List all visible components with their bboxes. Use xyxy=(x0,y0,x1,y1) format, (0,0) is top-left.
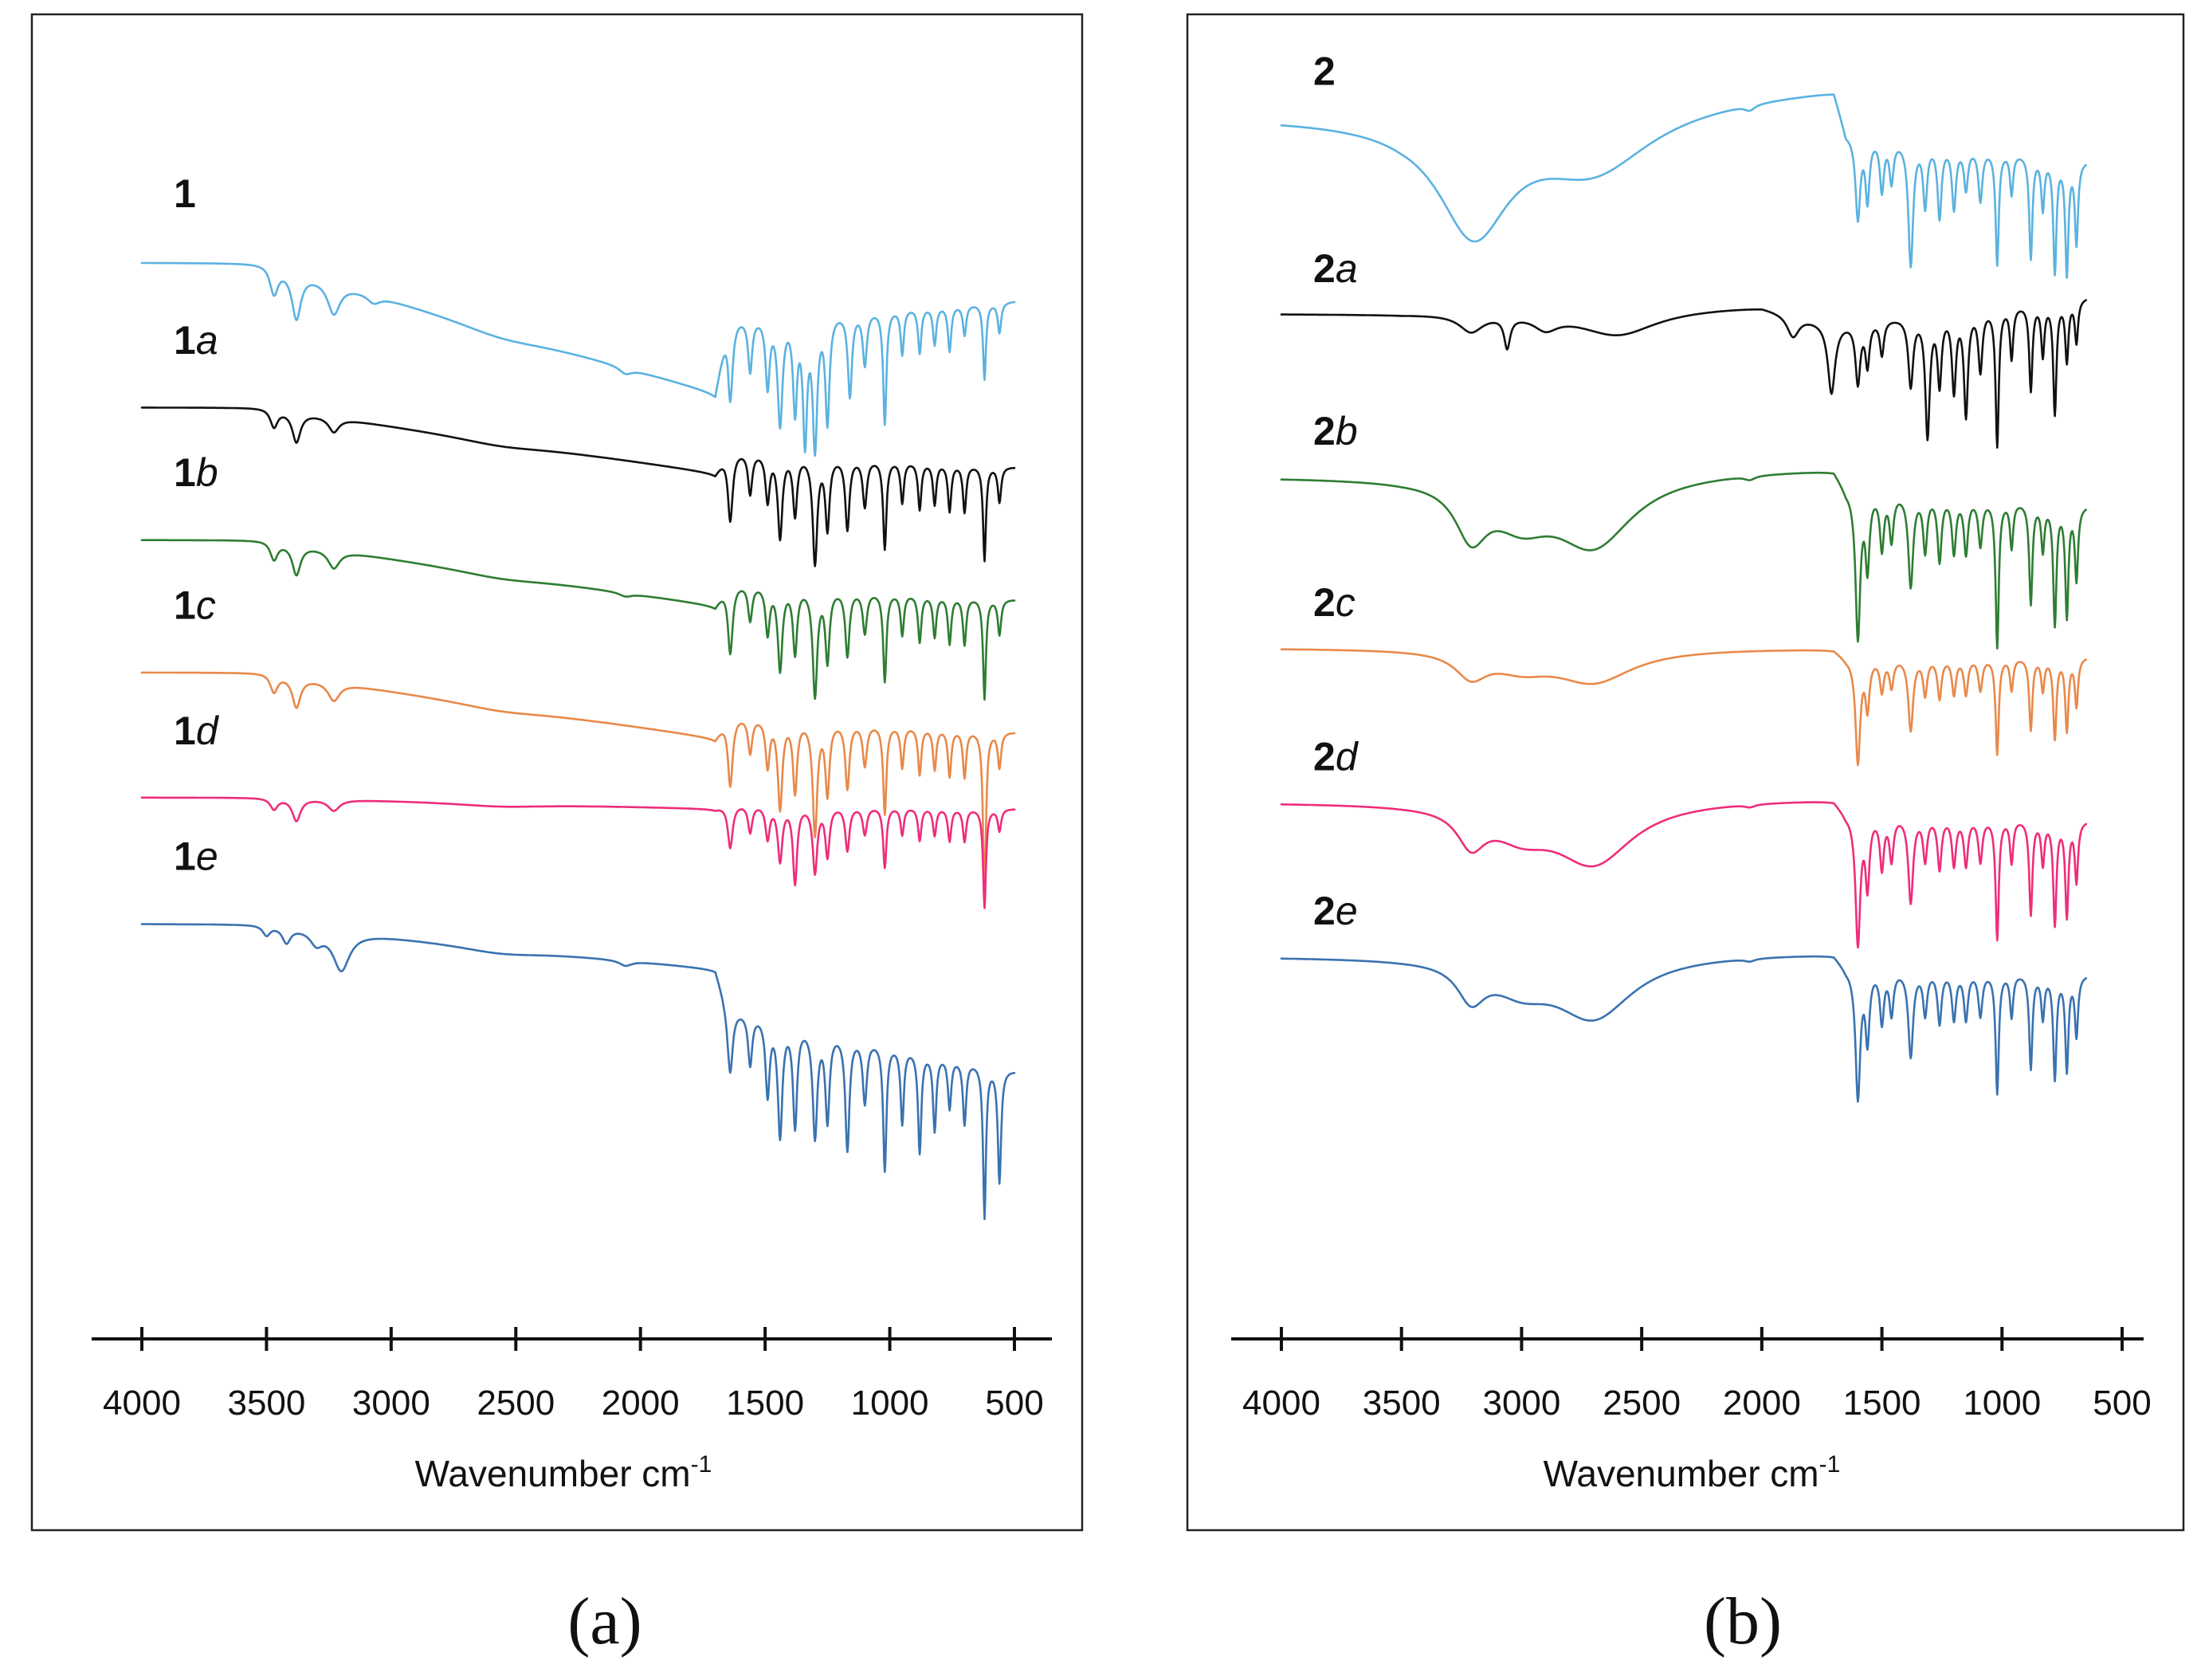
series-label-suffix: a xyxy=(1336,246,1358,291)
series-label-2e: 2e xyxy=(1313,889,1358,933)
trace-2a xyxy=(1280,299,2088,449)
series-label-1e: 1e xyxy=(174,834,218,878)
series-label-suffix: b xyxy=(1336,409,1358,453)
panel-b-x-axis-title: Wavenumber cm-1 xyxy=(1544,1451,1841,1494)
panel-b-tick-label-1500: 1500 xyxy=(1843,1384,1921,1423)
series-label-number: 2 xyxy=(1313,889,1336,933)
series-label-1b: 1b xyxy=(174,450,218,495)
panel-b-tick-label-3500: 3500 xyxy=(1363,1384,1441,1423)
panel-a-tick-label-2000: 2000 xyxy=(602,1384,680,1423)
series-label-suffix: b xyxy=(196,450,218,495)
series-label-number: 1 xyxy=(174,318,196,363)
series-label-number: 1 xyxy=(174,709,196,753)
series-label-number: 2 xyxy=(1313,49,1336,94)
panel-a-caption: (a) xyxy=(567,1584,641,1658)
panel-a-x-ticks: 4000 3500 3000 2500 2000 1500 1000 500 xyxy=(103,1327,1044,1423)
panel-b-tick-label-1000: 1000 xyxy=(1963,1384,2041,1423)
series-label-number: 2 xyxy=(1313,735,1336,779)
series-label-number: 2 xyxy=(1313,409,1336,453)
panel-a-traces xyxy=(140,261,1016,1220)
series-label-2b: 2b xyxy=(1313,409,1358,453)
trace-1b xyxy=(140,539,1016,701)
trace-1c xyxy=(140,671,1016,899)
panel-b-traces xyxy=(1280,93,2088,1103)
panel-a-tick-label-4000: 4000 xyxy=(103,1384,181,1423)
series-label-suffix: c xyxy=(196,583,216,627)
series-label-2: 2 xyxy=(1313,49,1336,94)
series-label-suffix: d xyxy=(196,709,220,753)
trace-2d xyxy=(1280,801,2088,949)
panel-b-tick-label-4000: 4000 xyxy=(1242,1384,1320,1423)
series-label-suffix: a xyxy=(196,318,218,363)
panel-a-x-axis-title: Wavenumber cm-1 xyxy=(415,1451,712,1494)
series-label-suffix: c xyxy=(1336,580,1356,625)
trace-2 xyxy=(1280,93,2088,279)
series-label-suffix: d xyxy=(1336,735,1359,779)
series-label-suffix: e xyxy=(1336,889,1358,933)
panel-b-tick-label-500: 500 xyxy=(2093,1384,2151,1423)
trace-2e xyxy=(1280,955,2088,1103)
panel-a-tick-label-1500: 1500 xyxy=(726,1384,804,1423)
series-label-number: 1 xyxy=(174,171,196,216)
panel-b-tick-label-2500: 2500 xyxy=(1603,1384,1681,1423)
series-label-1: 1 xyxy=(174,171,196,216)
series-label-number: 1 xyxy=(174,583,196,627)
series-label-number: 1 xyxy=(174,450,196,495)
series-label-2a: 2a xyxy=(1313,246,1358,291)
series-label-2c: 2c xyxy=(1313,580,1356,625)
trace-1 xyxy=(140,261,1016,457)
series-label-1c: 1c xyxy=(174,583,216,627)
panel-a-tick-label-2500: 2500 xyxy=(477,1384,555,1423)
panel-a-tick-label-3500: 3500 xyxy=(227,1384,305,1423)
trace-1d xyxy=(140,796,1016,909)
panel-a-tick-label-3000: 3000 xyxy=(352,1384,430,1423)
series-label-suffix: e xyxy=(196,834,218,878)
series-label-number: 2 xyxy=(1313,246,1336,291)
series-label-number: 1 xyxy=(174,834,196,878)
trace-2c xyxy=(1280,648,2088,767)
panel-a-tick-label-500: 500 xyxy=(985,1384,1043,1423)
panel-b-caption: (b) xyxy=(1704,1584,1782,1658)
series-label-1d: 1d xyxy=(174,709,220,753)
series-label-1a: 1a xyxy=(174,318,218,363)
panel-a-frame xyxy=(30,13,1084,1532)
panel-b-frame xyxy=(1186,13,2185,1532)
trace-1e xyxy=(140,923,1016,1220)
trace-2b xyxy=(1280,471,2088,650)
series-label-number: 2 xyxy=(1313,580,1336,625)
series-label-2d: 2d xyxy=(1313,735,1359,779)
trace-1a xyxy=(140,406,1016,567)
panel-b-tick-label-2000: 2000 xyxy=(1723,1384,1801,1423)
panel-b-tick-label-3000: 3000 xyxy=(1482,1384,1560,1423)
panel-a-tick-label-1000: 1000 xyxy=(851,1384,929,1423)
panel-b-x-ticks: 4000 3500 3000 2500 2000 1500 1000 500 xyxy=(1242,1327,2152,1423)
